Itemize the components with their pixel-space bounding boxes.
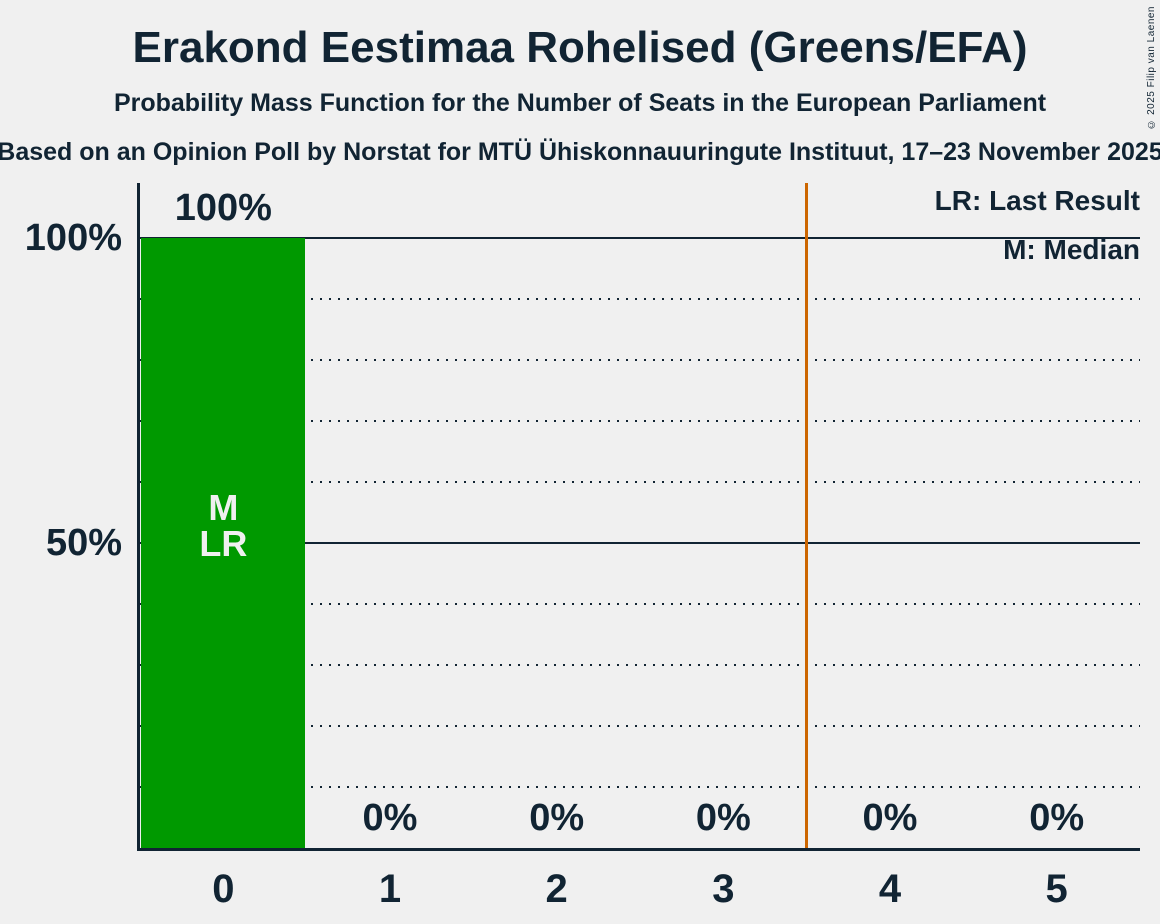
bar-seats-0 <box>141 238 306 848</box>
x-tick-label-3: 3 <box>712 867 735 911</box>
gridline-70pct <box>140 420 1140 422</box>
median-last-result-annotation: M LR <box>199 487 248 564</box>
bar-value-label-2: 0% <box>529 797 585 839</box>
gridline-40pct <box>140 603 1140 605</box>
bar-value-label-1: 0% <box>362 797 418 839</box>
x-tick-label-2: 2 <box>545 867 568 911</box>
legend-median: M: Median <box>1003 234 1140 265</box>
gridline-50pct <box>140 542 1140 544</box>
x-tick-label-4: 4 <box>878 867 902 911</box>
gridline-80pct <box>140 359 1140 361</box>
legend-last-result: LR: Last Result <box>934 185 1140 216</box>
y-tick-label-100: 100% <box>24 217 122 259</box>
chart-source-line: Based on an Opinion Poll by Norstat for … <box>0 138 1160 166</box>
bar-value-label-4: 0% <box>862 797 918 839</box>
x-tick-label-0: 0 <box>212 867 235 911</box>
x-axis-line <box>137 848 1140 851</box>
chart-subtitle: Probability Mass Function for the Number… <box>113 89 1047 117</box>
bar-value-label-5: 0% <box>1029 797 1085 839</box>
gridline-60pct <box>140 481 1140 483</box>
gridline-20pct <box>140 725 1140 727</box>
copyright-notice: © 2025 Filip van Laenen <box>1146 6 1157 130</box>
gridline-90pct <box>140 298 1140 300</box>
y-tick-label-50: 50% <box>45 522 122 564</box>
gridline-30pct <box>140 664 1140 666</box>
plot-area: 100% 0% 0% 0% 0% 0% M LR <box>137 183 1140 851</box>
chart-title: Erakond Eestimaa Rohelised (Greens/EFA) <box>132 23 1028 72</box>
vertical-marker-line <box>805 183 809 848</box>
gridline-10pct <box>140 786 1140 788</box>
x-tick-label-1: 1 <box>378 867 402 911</box>
bar-value-label-3: 0% <box>695 797 751 839</box>
y-axis-line <box>137 183 140 851</box>
bar-value-label-0: 100% <box>174 187 272 229</box>
x-tick-label-5: 5 <box>1045 867 1068 911</box>
gridline-100pct <box>140 237 1140 239</box>
